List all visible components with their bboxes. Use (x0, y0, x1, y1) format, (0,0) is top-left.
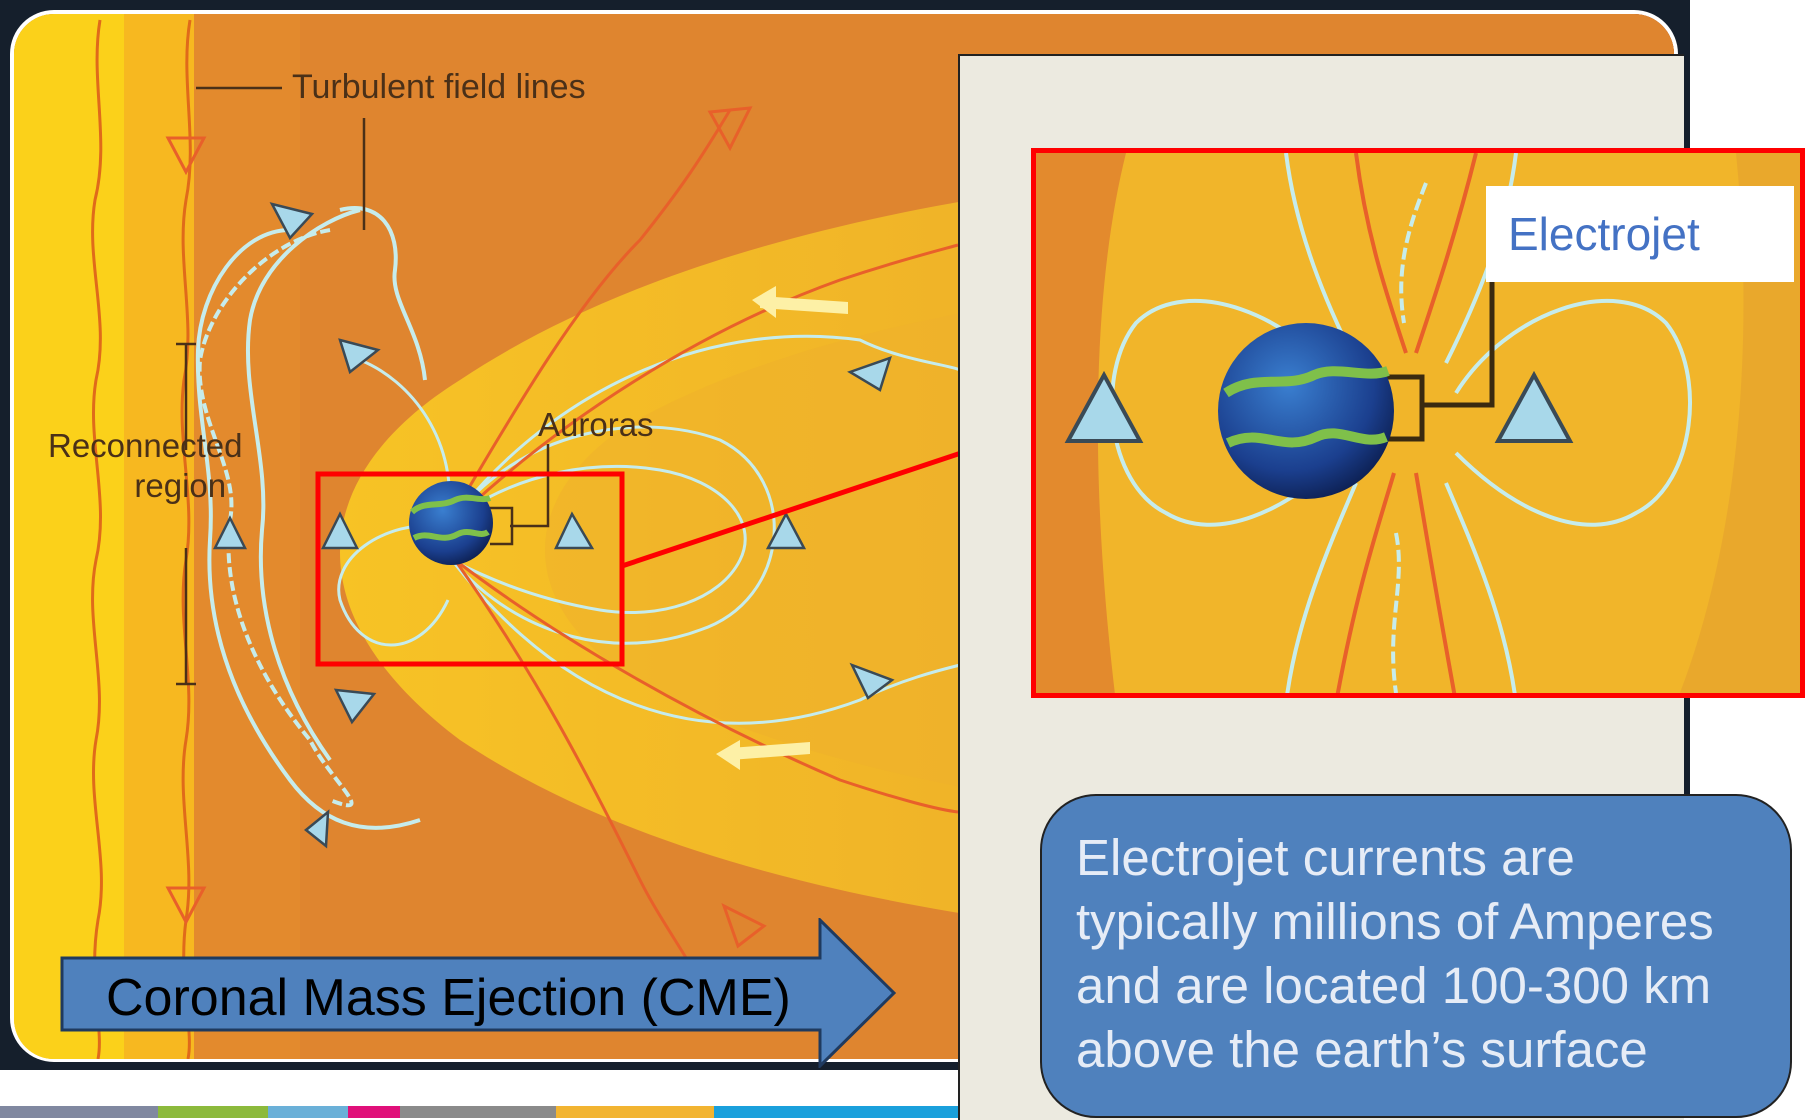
field-direction-triangle (847, 355, 892, 392)
field-direction-triangle (304, 809, 330, 849)
strip-segment (400, 1106, 556, 1118)
reconnected-region-label: Reconnected region (48, 427, 242, 506)
strip-segment (268, 1106, 348, 1118)
footer-color-strip (0, 1106, 958, 1118)
field-direction-triangle (212, 515, 248, 550)
zoom-triangle-left (1064, 370, 1144, 443)
auroras-label: Auroras (538, 406, 654, 443)
field-direction-triangle (333, 688, 377, 725)
cme-label: Coronal Mass Ejection (CME) (106, 969, 791, 1027)
solar-wind-arrow-top (752, 286, 848, 318)
strip-segment (158, 1106, 268, 1118)
field-direction-triangle (165, 886, 207, 926)
field-direction-triangle (849, 662, 895, 700)
strip-segment (714, 1106, 958, 1118)
field-direction-triangle (707, 106, 753, 152)
strip-segment (348, 1106, 400, 1118)
strip-segment (0, 1106, 158, 1118)
info-callout: Electrojet currents are typically millio… (1040, 794, 1792, 1118)
electrojet-label: Electrojet (1486, 186, 1794, 282)
highlight-box (315, 471, 625, 667)
reconnected-line-2: region (134, 467, 227, 504)
field-direction-triangle (320, 511, 360, 550)
field-direction-triangle (165, 136, 207, 176)
reconnected-line-1: Reconnected (48, 427, 243, 464)
cme-arrow (60, 918, 897, 1068)
field-direction-triangle (338, 338, 381, 375)
turbulent-field-lines-label: Turbulent field lines (292, 68, 586, 106)
field-direction-triangle (269, 202, 315, 241)
zoomed-earth-icon (1218, 323, 1394, 499)
strip-segment (556, 1106, 714, 1118)
earth-icon (409, 481, 493, 565)
solar-wind-arrow-bottom (716, 740, 810, 770)
field-direction-triangle (554, 511, 595, 550)
zoom-triangle-right (1494, 370, 1574, 443)
field-direction-triangle (721, 903, 767, 949)
field-direction-triangle (765, 511, 807, 550)
